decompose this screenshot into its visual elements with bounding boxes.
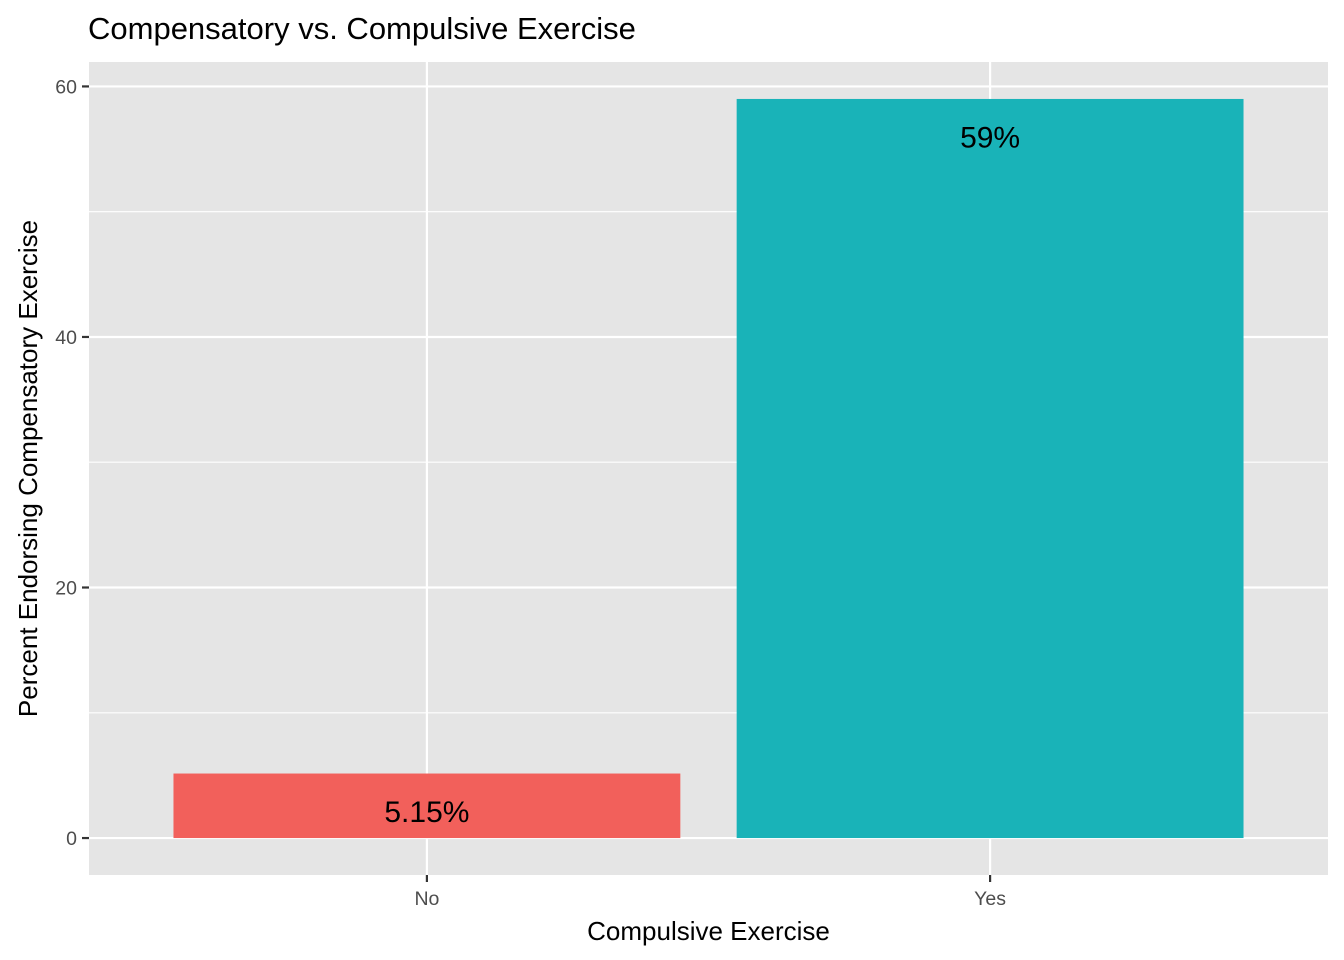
x-tick-label: Yes [974,888,1006,910]
x-axis-title: Compulsive Exercise [587,916,830,946]
y-tick-label: 40 [55,327,77,349]
data-label-yes: 59% [960,122,1020,155]
y-tick-label: 0 [66,828,77,850]
chart-title: Compensatory vs. Compulsive Exercise [88,11,636,46]
y-tick-label: 60 [55,76,77,98]
x-tick-label: No [414,888,439,910]
bar-no [173,773,681,839]
x-axis: No Yes [414,875,1006,910]
bars [173,98,1244,839]
data-labels: 5.15% 59% [384,122,1020,830]
y-axis-title: Percent Endorsing Compensatory Exercise [13,220,43,717]
bar-yes [736,98,1244,839]
y-tick-label: 20 [55,578,77,600]
data-label-no: 5.15% [384,796,469,829]
y-axis: 0 20 40 60 [55,76,89,850]
